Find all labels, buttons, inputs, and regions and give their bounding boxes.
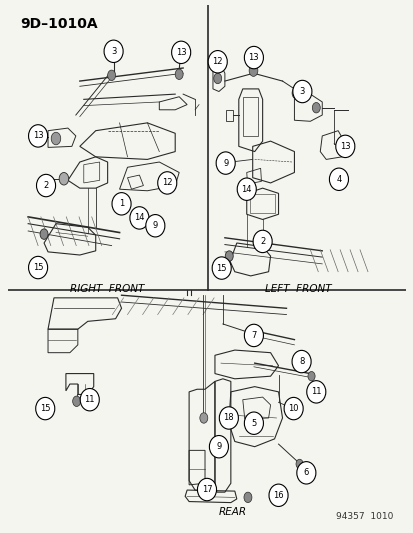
Text: RIGHT  FRONT: RIGHT FRONT <box>70 284 145 294</box>
Ellipse shape <box>157 172 176 194</box>
Text: 6: 6 <box>303 469 308 478</box>
Ellipse shape <box>329 168 348 190</box>
Ellipse shape <box>268 484 287 506</box>
Circle shape <box>307 372 314 381</box>
Circle shape <box>311 102 320 113</box>
Text: 94357  1010: 94357 1010 <box>336 512 393 521</box>
Text: 11: 11 <box>310 387 321 397</box>
Ellipse shape <box>171 41 190 63</box>
Ellipse shape <box>112 192 131 215</box>
Ellipse shape <box>36 398 55 420</box>
Ellipse shape <box>130 207 149 229</box>
Ellipse shape <box>104 40 123 62</box>
Text: 3: 3 <box>111 47 116 56</box>
Ellipse shape <box>219 407 238 429</box>
Ellipse shape <box>216 152 235 174</box>
Ellipse shape <box>244 412 263 434</box>
Text: 18: 18 <box>223 414 234 423</box>
Ellipse shape <box>283 398 302 420</box>
Text: REAR: REAR <box>218 507 246 517</box>
Ellipse shape <box>252 230 271 253</box>
Ellipse shape <box>209 435 228 458</box>
Text: 10: 10 <box>288 404 298 413</box>
Circle shape <box>249 65 257 76</box>
Text: 13: 13 <box>176 48 186 57</box>
Circle shape <box>288 402 296 413</box>
Circle shape <box>199 413 207 423</box>
Circle shape <box>225 251 233 261</box>
Ellipse shape <box>28 125 47 147</box>
Text: 9: 9 <box>152 221 158 230</box>
Circle shape <box>175 69 183 79</box>
Ellipse shape <box>296 462 315 484</box>
Text: 13: 13 <box>248 53 259 62</box>
Text: 2: 2 <box>43 181 49 190</box>
Text: 12: 12 <box>212 57 223 66</box>
Circle shape <box>59 173 69 185</box>
Text: 2: 2 <box>259 237 265 246</box>
Ellipse shape <box>80 389 99 411</box>
Circle shape <box>291 87 300 99</box>
Text: 8: 8 <box>298 357 304 366</box>
Text: 4: 4 <box>335 175 341 184</box>
Text: 7: 7 <box>251 331 256 340</box>
Ellipse shape <box>208 51 227 73</box>
Text: 11: 11 <box>84 395 95 404</box>
Text: 3: 3 <box>299 87 304 96</box>
Text: 14: 14 <box>241 185 252 193</box>
Circle shape <box>165 174 173 184</box>
Ellipse shape <box>197 478 216 500</box>
Text: 17: 17 <box>201 485 212 494</box>
Text: 15: 15 <box>40 404 50 413</box>
Circle shape <box>213 73 221 84</box>
Ellipse shape <box>306 381 325 403</box>
Ellipse shape <box>335 135 354 158</box>
Text: 14: 14 <box>134 213 144 222</box>
Text: LEFT  FRONT: LEFT FRONT <box>264 284 331 294</box>
Text: 1: 1 <box>119 199 124 208</box>
Ellipse shape <box>36 174 55 197</box>
Circle shape <box>40 229 48 239</box>
Ellipse shape <box>28 256 47 279</box>
Text: 16: 16 <box>273 491 283 500</box>
Ellipse shape <box>145 215 164 237</box>
Text: 9: 9 <box>216 442 221 451</box>
Text: 5: 5 <box>251 419 256 427</box>
Circle shape <box>73 396 81 407</box>
Circle shape <box>221 409 228 419</box>
Circle shape <box>107 70 115 80</box>
Circle shape <box>243 492 251 503</box>
Ellipse shape <box>244 46 263 69</box>
Circle shape <box>51 132 61 145</box>
Text: 15: 15 <box>33 263 43 272</box>
Text: 12: 12 <box>161 179 172 188</box>
Text: 13: 13 <box>33 132 43 140</box>
Ellipse shape <box>291 350 311 373</box>
Circle shape <box>150 219 158 229</box>
Circle shape <box>295 459 302 469</box>
Ellipse shape <box>237 178 256 200</box>
Circle shape <box>342 144 350 155</box>
Ellipse shape <box>292 80 311 103</box>
Ellipse shape <box>244 324 263 346</box>
Circle shape <box>226 157 234 167</box>
Ellipse shape <box>211 257 231 279</box>
Text: 15: 15 <box>216 263 226 272</box>
Text: 13: 13 <box>339 142 350 151</box>
Text: 9: 9 <box>223 159 228 167</box>
Text: 9D–1010A: 9D–1010A <box>20 17 97 31</box>
